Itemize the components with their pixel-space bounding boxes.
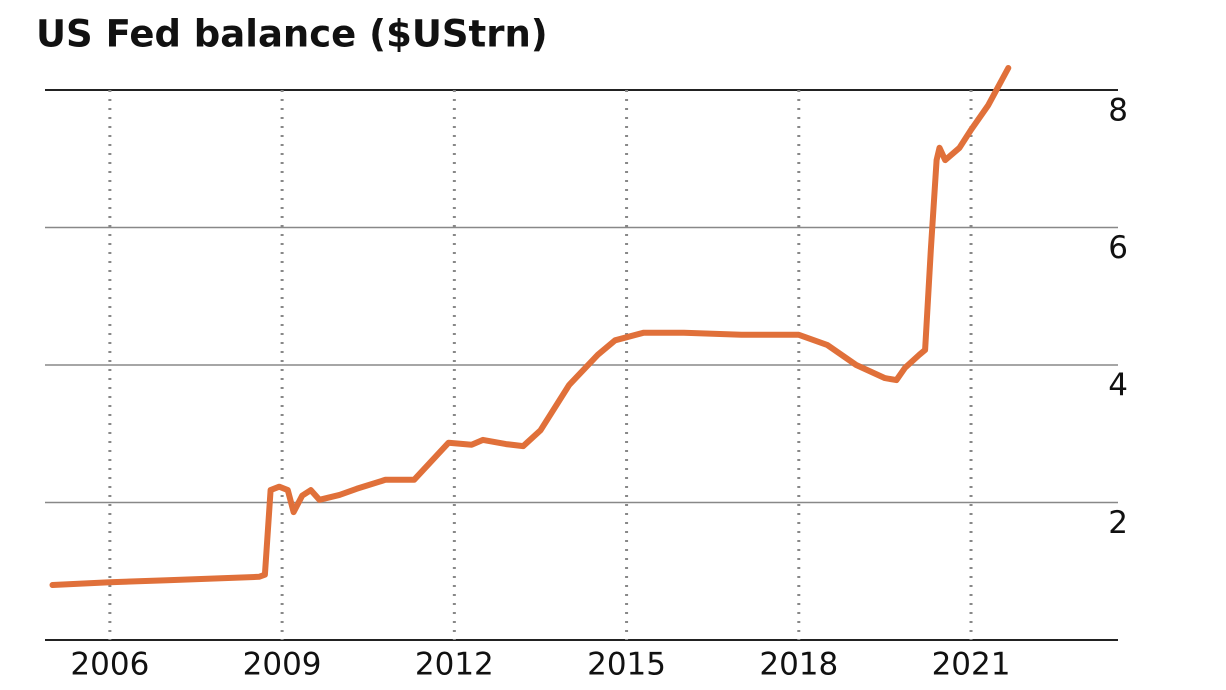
x-tick-label: 2021 bbox=[932, 647, 1011, 683]
y-tick-label: 4 bbox=[1108, 368, 1128, 404]
x-tick-label: 2006 bbox=[70, 647, 149, 683]
x-tick-label: 2015 bbox=[587, 647, 666, 683]
x-tick-label: 2018 bbox=[759, 647, 838, 683]
chart-title: US Fed balance ($UStrn) bbox=[36, 13, 548, 56]
x-tick-label: 2009 bbox=[243, 647, 322, 683]
y-tick-label: 2 bbox=[1108, 505, 1128, 541]
y-tick-label: 8 bbox=[1108, 93, 1128, 129]
x-tick-label: 2012 bbox=[415, 647, 494, 683]
data-line bbox=[49, 65, 1012, 588]
y-tick-label: 6 bbox=[1108, 230, 1128, 266]
